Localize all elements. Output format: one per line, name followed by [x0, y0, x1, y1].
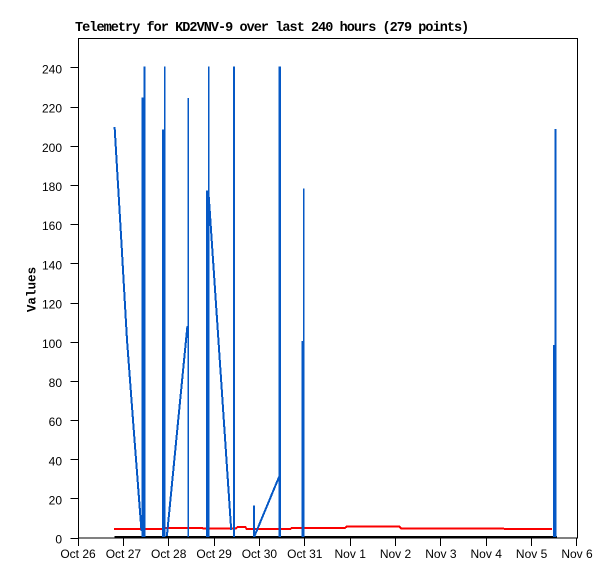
- svg-text:Telemetry for KD2VNV-9 over la: Telemetry for KD2VNV-9 over last 240 hou…: [75, 21, 468, 36]
- svg-text:Oct 30: Oct 30: [242, 547, 278, 561]
- svg-text:160: 160: [42, 219, 62, 233]
- svg-text:240: 240: [42, 63, 62, 77]
- svg-text:180: 180: [42, 180, 62, 194]
- svg-text:Oct 27: Oct 27: [106, 547, 142, 561]
- svg-text:200: 200: [42, 141, 62, 155]
- svg-text:Oct 26: Oct 26: [60, 547, 96, 561]
- svg-text:220: 220: [42, 102, 62, 116]
- svg-text:Nov 4: Nov 4: [471, 547, 503, 561]
- svg-text:40: 40: [49, 454, 63, 468]
- svg-text:Nov 6: Nov 6: [561, 547, 593, 561]
- svg-text:Oct 31: Oct 31: [287, 547, 323, 561]
- svg-text:80: 80: [49, 376, 63, 390]
- svg-text:Nov 3: Nov 3: [425, 547, 457, 561]
- svg-text:Nov 2: Nov 2: [380, 547, 412, 561]
- svg-text:20: 20: [49, 494, 63, 508]
- svg-text:60: 60: [49, 415, 63, 429]
- svg-text:Values: Values: [26, 267, 40, 312]
- svg-text:100: 100: [42, 337, 62, 351]
- svg-text:Oct 29: Oct 29: [196, 547, 232, 561]
- svg-text:Oct 28: Oct 28: [151, 547, 187, 561]
- svg-text:Nov 1: Nov 1: [335, 547, 367, 561]
- svg-text:Nov 5: Nov 5: [516, 547, 548, 561]
- svg-text:120: 120: [42, 298, 62, 312]
- svg-text:0: 0: [55, 533, 62, 547]
- svg-text:140: 140: [42, 258, 62, 272]
